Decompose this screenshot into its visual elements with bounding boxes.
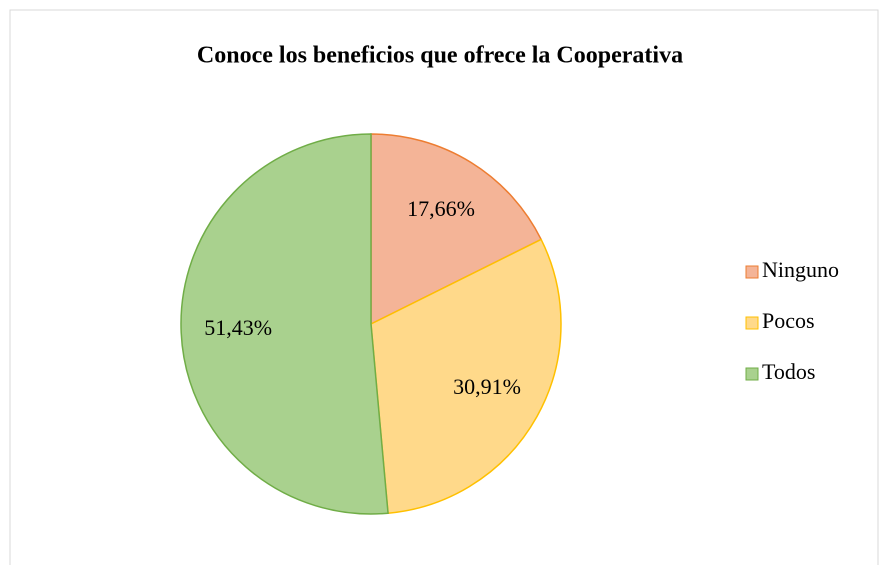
pie-slice [370, 133, 543, 326]
legend-label: Pocos [762, 308, 815, 333]
data-label: 51,43% [204, 315, 272, 340]
pie-slice [180, 133, 389, 515]
pie-slice [370, 238, 562, 515]
legend-label: Ninguno [762, 257, 839, 282]
legend-label: Todos [762, 359, 815, 384]
data-label: 17,66% [407, 196, 475, 221]
chart-title: Conoce los beneficios que ofrece la Coop… [197, 43, 683, 69]
legend-swatch [745, 265, 759, 279]
legend-swatch [745, 367, 759, 381]
data-label: 30,91% [453, 374, 521, 399]
legend-swatch [745, 316, 759, 330]
